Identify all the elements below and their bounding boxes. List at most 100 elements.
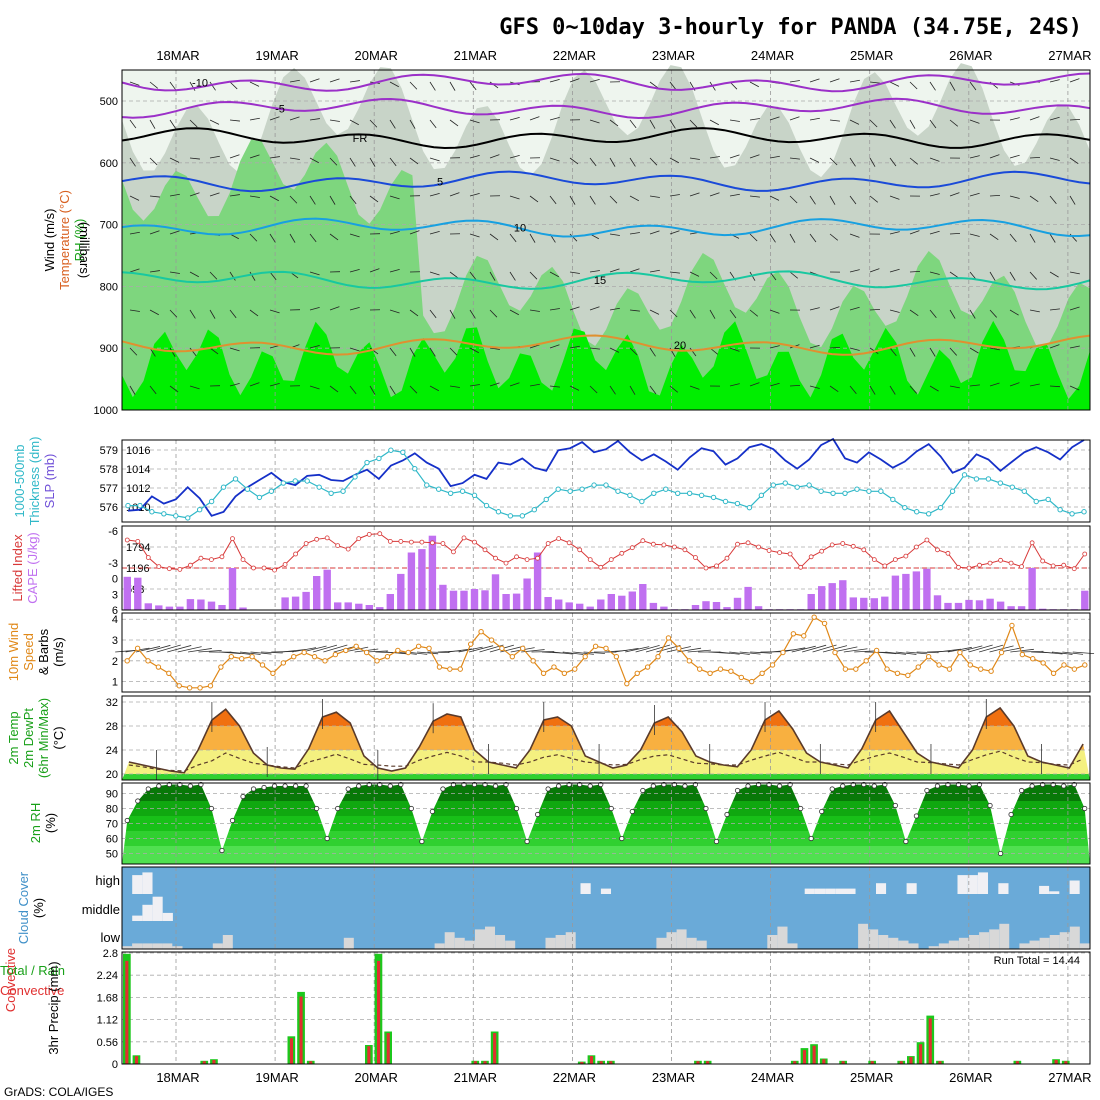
wind-speed-point bbox=[207, 683, 214, 689]
thickness-point bbox=[507, 513, 514, 519]
cape-bar bbox=[460, 590, 468, 610]
wind-barb bbox=[949, 232, 961, 235]
cloud-cell bbox=[203, 867, 214, 894]
cloud-cell bbox=[977, 867, 989, 873]
wind-barb bbox=[589, 157, 597, 167]
cloud-cell bbox=[988, 894, 999, 921]
cape-bar bbox=[186, 599, 195, 610]
cloud-cell bbox=[825, 867, 836, 889]
wind-barb bbox=[869, 385, 876, 395]
thickness-point bbox=[519, 513, 526, 519]
wind-speed-point bbox=[384, 653, 391, 660]
cloud-cell bbox=[938, 921, 949, 944]
cloud-cell bbox=[702, 867, 713, 894]
wind-barb-10m bbox=[687, 649, 711, 653]
cloud-cell bbox=[845, 867, 856, 889]
wind-barb-10m bbox=[1010, 648, 1034, 653]
wind-speed-point bbox=[696, 666, 703, 672]
precip-tick: 2.24 bbox=[97, 970, 118, 982]
wind-barb bbox=[469, 119, 480, 124]
cape-bar bbox=[712, 602, 721, 610]
cloud-cell bbox=[580, 867, 591, 884]
wind-barb bbox=[649, 269, 660, 273]
cloud-cell bbox=[417, 867, 428, 894]
thickness-point bbox=[579, 486, 585, 492]
axis-label: CAPE (J/kg) bbox=[25, 532, 40, 604]
panel-frame bbox=[121, 695, 1091, 781]
cloud-cell bbox=[343, 921, 354, 938]
wind-barb-10m bbox=[843, 648, 868, 653]
rh-point bbox=[608, 805, 614, 812]
wind-barb bbox=[709, 309, 716, 319]
cloud-cell bbox=[927, 894, 938, 921]
wind-barb bbox=[589, 270, 600, 273]
wind-barb bbox=[1069, 306, 1080, 311]
cape-bar bbox=[733, 597, 742, 610]
lifted-index-point bbox=[724, 555, 730, 561]
lifted-index-point bbox=[787, 551, 793, 557]
wind-speed-point bbox=[280, 660, 287, 666]
wind-barb bbox=[449, 119, 459, 127]
cape-bar bbox=[502, 594, 510, 610]
cloud-cell bbox=[898, 921, 909, 941]
cloud-cell bbox=[1039, 894, 1050, 921]
cloud-bar bbox=[686, 937, 697, 949]
lifted-index-point bbox=[756, 544, 761, 550]
wind-barb bbox=[489, 154, 500, 159]
cloud-bar bbox=[142, 904, 153, 921]
lifted-index-tick: 6 bbox=[112, 605, 118, 617]
wind-barb-10m bbox=[885, 651, 907, 655]
wind-barb bbox=[509, 271, 516, 281]
wind-barb bbox=[629, 268, 640, 273]
cloud-cell bbox=[979, 921, 990, 933]
wind-barb bbox=[609, 385, 616, 395]
wind-barb bbox=[709, 156, 720, 159]
wind-barb bbox=[349, 157, 356, 167]
cloud-cell bbox=[797, 921, 808, 949]
wind-barb bbox=[149, 119, 156, 129]
wind-barb bbox=[829, 195, 836, 205]
cloud-cell bbox=[273, 921, 284, 949]
lifted-index-point bbox=[282, 562, 288, 567]
wind-barb bbox=[509, 309, 519, 316]
cloud-cell bbox=[1079, 867, 1090, 894]
lifted-index-point bbox=[398, 539, 404, 544]
wind-barb bbox=[849, 385, 857, 394]
wind-barb bbox=[269, 271, 277, 281]
wind-speed-point bbox=[936, 662, 942, 668]
wind-barb bbox=[729, 119, 740, 122]
cloud-cell bbox=[1049, 894, 1060, 921]
cloud-bar bbox=[343, 937, 354, 949]
cape-bar bbox=[197, 599, 205, 610]
wind-barb-10m bbox=[323, 644, 348, 653]
wind-barb bbox=[269, 383, 280, 387]
wind-barb bbox=[1029, 116, 1040, 121]
wind-barb bbox=[769, 116, 780, 121]
cape-bar bbox=[660, 606, 668, 610]
rh-point bbox=[829, 786, 835, 792]
wind-barb bbox=[729, 309, 737, 319]
cape-bar bbox=[228, 568, 237, 610]
cloud-cell bbox=[495, 921, 506, 935]
cloud-cell bbox=[1069, 867, 1080, 881]
precip-conv-bar bbox=[367, 1046, 371, 1064]
wind-speed-point bbox=[374, 658, 380, 664]
panel-frame bbox=[121, 69, 1091, 411]
cloud-cell bbox=[346, 894, 357, 921]
cloud-cell bbox=[263, 921, 274, 949]
wind-barb bbox=[429, 192, 440, 197]
thickness-point bbox=[149, 509, 155, 515]
wind-barb bbox=[1069, 118, 1081, 121]
lifted-index-point bbox=[324, 535, 330, 541]
wind-barb bbox=[609, 268, 620, 273]
cloud-cell bbox=[716, 921, 727, 949]
precip-conv-bar bbox=[589, 1056, 593, 1064]
axis-label: Cloud Cover bbox=[16, 871, 31, 944]
cloud-cell bbox=[641, 867, 652, 894]
wind-speed-point bbox=[332, 651, 339, 658]
cloud-cell bbox=[448, 894, 459, 921]
cloud-bar bbox=[696, 940, 707, 949]
thickness-point bbox=[185, 515, 191, 521]
cloud-cell bbox=[807, 921, 818, 949]
wind-barb bbox=[589, 195, 596, 205]
